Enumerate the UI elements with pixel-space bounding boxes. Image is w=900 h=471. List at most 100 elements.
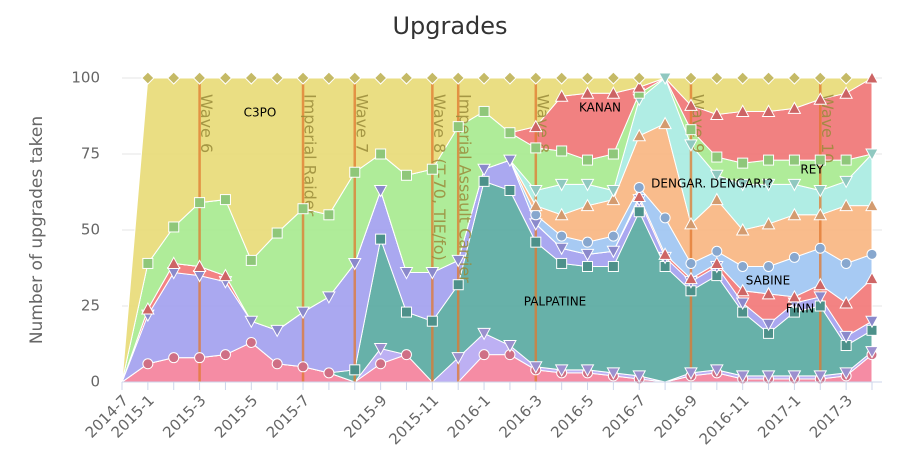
marker	[709, 192, 724, 206]
marker	[761, 71, 776, 85]
marker	[735, 222, 750, 236]
marker	[168, 221, 180, 233]
marker	[349, 364, 361, 376]
marker	[787, 101, 802, 114]
marker	[580, 71, 595, 85]
x-tick-label: 2016-11	[696, 391, 753, 448]
marker	[477, 327, 491, 341]
x-tick-label: 2017-3	[806, 391, 856, 441]
marker	[582, 260, 594, 272]
marker	[735, 104, 750, 117]
plot-line-label: Wave 6	[197, 94, 216, 153]
series-label: SABINE	[746, 274, 790, 288]
marker	[607, 148, 619, 160]
marker	[684, 139, 698, 152]
marker	[606, 245, 621, 259]
marker	[323, 367, 335, 379]
marker	[813, 291, 828, 304]
marker	[375, 358, 387, 370]
marker	[347, 257, 362, 271]
marker	[271, 227, 283, 239]
marker	[709, 107, 724, 120]
plot-line-label: Wave 7	[352, 94, 371, 153]
marker	[554, 178, 569, 192]
marker	[426, 315, 438, 327]
marker	[218, 71, 233, 85]
marker	[865, 271, 879, 285]
plot-line-label: Wave 8 (T-70, TIE/fo)	[430, 94, 449, 261]
marker	[580, 86, 595, 99]
marker	[684, 216, 698, 230]
marker	[866, 248, 878, 260]
x-tick-label: 2015-3	[159, 391, 209, 441]
marker	[194, 352, 206, 364]
marker	[711, 245, 723, 257]
marker	[192, 259, 207, 272]
marker	[737, 260, 749, 272]
marker	[166, 256, 181, 269]
marker	[632, 189, 647, 203]
marker	[632, 128, 647, 142]
marker	[658, 72, 672, 86]
marker	[297, 203, 309, 215]
marker	[244, 71, 259, 85]
marker	[787, 370, 802, 383]
marker	[297, 361, 309, 373]
marker	[840, 154, 852, 166]
marker	[529, 71, 543, 85]
marker	[607, 230, 619, 242]
plot-line-label: Wave 8	[533, 94, 552, 153]
marker	[373, 184, 388, 198]
marker	[528, 198, 543, 212]
marker	[399, 267, 414, 280]
marker	[633, 181, 645, 193]
marker	[788, 251, 800, 263]
marker	[452, 279, 464, 291]
marker	[787, 71, 802, 85]
marker	[735, 71, 750, 85]
marker	[270, 324, 285, 338]
marker	[141, 71, 155, 85]
marker	[478, 349, 490, 361]
marker	[761, 286, 776, 300]
marker	[167, 71, 181, 85]
marker	[400, 169, 412, 181]
marker	[813, 370, 828, 383]
marker	[142, 358, 154, 370]
marker	[556, 257, 568, 269]
marker	[709, 256, 724, 269]
marker	[451, 254, 466, 268]
marker	[839, 71, 853, 85]
marker	[684, 271, 698, 285]
series-label: FINN	[786, 302, 814, 316]
marker	[813, 92, 828, 105]
marker	[373, 71, 388, 85]
marker	[580, 364, 595, 377]
marker	[504, 184, 516, 196]
marker	[194, 197, 206, 209]
marker	[503, 340, 517, 353]
x-tick-label: 2017-1	[754, 391, 804, 441]
marker	[373, 343, 388, 356]
marker	[528, 119, 543, 133]
marker	[582, 236, 594, 248]
plot-line-label: Imperial Assault Carrier	[456, 94, 475, 283]
marker	[478, 105, 490, 117]
series-label: C3PO	[244, 106, 277, 120]
marker	[168, 352, 180, 364]
marker	[787, 207, 802, 221]
x-tick-label: 2015-7	[263, 391, 313, 441]
y-tick-label: 50	[81, 221, 100, 239]
marker	[141, 301, 155, 315]
marker	[375, 233, 387, 245]
marker	[452, 121, 464, 133]
marker	[554, 71, 569, 85]
marker	[503, 154, 517, 168]
marker	[218, 268, 233, 282]
marker	[735, 297, 750, 311]
marker	[658, 247, 672, 260]
marker	[632, 80, 647, 93]
marker	[865, 70, 879, 84]
marker	[477, 163, 491, 177]
marker	[142, 257, 154, 269]
